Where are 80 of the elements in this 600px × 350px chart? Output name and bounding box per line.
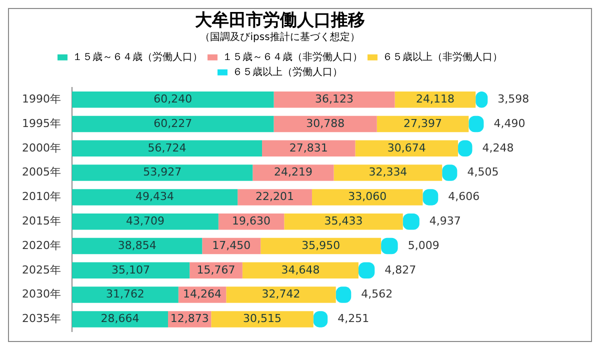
- bar: [211, 311, 314, 328]
- data-label: 4,827: [384, 263, 416, 276]
- bar: [260, 238, 382, 254]
- bar: [334, 164, 442, 181]
- data-label: 19,630: [232, 214, 271, 228]
- data-label: 43,709: [126, 214, 164, 228]
- y-tick-label: 2005年: [22, 166, 61, 179]
- bar: [72, 91, 274, 108]
- y-tick-label: 1990年: [22, 92, 61, 106]
- bar: [262, 140, 356, 157]
- y-tick-label: 1995年: [22, 116, 61, 130]
- data-label: 24,219: [274, 166, 312, 179]
- legend-label: ６５歳以上（非労働人口）: [382, 50, 502, 63]
- y-tick-label: 2020年: [22, 238, 61, 252]
- data-label: 14,264: [183, 288, 222, 301]
- bar: [72, 213, 218, 230]
- bar: [252, 164, 334, 181]
- data-label: 5,009: [408, 238, 440, 252]
- chart-title: 大牟田市労働人口推移: [195, 10, 365, 31]
- data-label: 15,767: [196, 263, 236, 276]
- data-label: 53,927: [143, 166, 182, 179]
- data-label: 32,742: [262, 288, 300, 301]
- data-label: 3,598: [498, 92, 530, 106]
- data-label: 35,433: [324, 214, 363, 228]
- data-label: 32,334: [368, 166, 408, 179]
- data-label: 30,788: [306, 116, 345, 130]
- data-label: 24,118: [416, 92, 454, 106]
- data-label: 30,515: [243, 312, 282, 326]
- data-label: 4,562: [361, 288, 393, 301]
- data-label: 22,201: [256, 190, 294, 204]
- legend-label: １５歳～６４歳（非労働人口）: [222, 50, 362, 63]
- bar: [238, 189, 312, 206]
- data-label: 27,831: [289, 141, 328, 154]
- data-label: 33,060: [348, 190, 387, 204]
- data-label: 56,724: [148, 141, 186, 154]
- data-label: 31,762: [106, 288, 144, 301]
- bar: [72, 286, 178, 303]
- data-label: 28,664: [100, 312, 140, 326]
- data-label: 30,674: [387, 141, 426, 154]
- data-label: 36,123: [315, 92, 354, 106]
- data-label: 34,648: [281, 263, 320, 276]
- bar: [72, 140, 262, 157]
- data-label: 4,505: [467, 166, 499, 179]
- bar: [72, 262, 190, 279]
- y-tick-label: 2010年: [22, 190, 61, 204]
- data-label: 12,873: [170, 312, 209, 326]
- bar: [312, 189, 423, 206]
- data-label: 4,490: [494, 116, 526, 130]
- bar: [284, 213, 403, 230]
- data-label: 35,107: [112, 263, 150, 276]
- bar: [72, 311, 168, 328]
- data-label: 60,240: [154, 92, 192, 106]
- data-label: 38,854: [118, 238, 156, 252]
- y-tick-label: 2015年: [22, 214, 61, 228]
- bar: [72, 238, 202, 254]
- bar: [274, 91, 395, 108]
- y-tick-label: 2030年: [22, 288, 61, 301]
- data-label: 27,397: [404, 116, 442, 130]
- chart-subtitle: （国調及びipss推計に基づく想定）: [200, 30, 360, 43]
- data-label: 4,248: [482, 141, 514, 154]
- legend-label: ６５歳以上（労働人口）: [232, 66, 342, 78]
- bar: [72, 189, 238, 206]
- bar: [274, 116, 377, 132]
- y-tick-label: 2000年: [22, 141, 61, 154]
- data-label: 49,434: [136, 190, 174, 204]
- data-label: 17,450: [212, 238, 251, 252]
- data-label: 60,227: [154, 116, 192, 130]
- data-label: 4,606: [448, 190, 480, 204]
- bar: [72, 164, 253, 181]
- legend-label: １５歳～６４歳（労働人口）: [72, 50, 202, 63]
- y-tick-label: 2025年: [22, 263, 61, 276]
- bar: [242, 262, 358, 279]
- data-label: 4,251: [338, 312, 370, 326]
- bar: [376, 116, 469, 132]
- bar: [226, 286, 336, 303]
- data-label: 4,937: [429, 214, 461, 228]
- bar: [72, 116, 274, 132]
- y-tick-label: 2035年: [22, 312, 61, 326]
- data-label: 35,950: [302, 238, 340, 252]
- bar: [355, 140, 458, 157]
